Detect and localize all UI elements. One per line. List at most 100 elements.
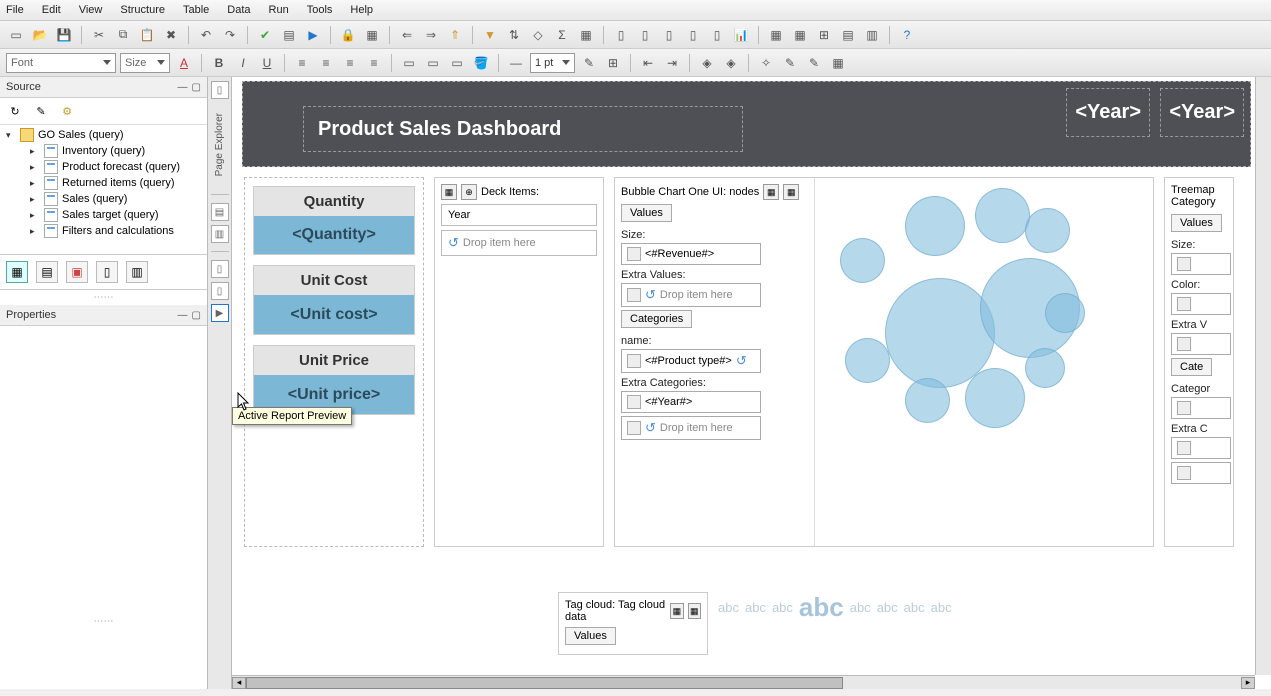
size-field[interactable]: <#Revenue#> <box>621 243 761 265</box>
menu-data[interactable]: Data <box>227 4 250 16</box>
treemap-size-field[interactable] <box>1171 253 1231 275</box>
aggregate-icon[interactable]: Σ <box>552 25 572 45</box>
header4-icon[interactable]: ▯ <box>683 25 703 45</box>
menu-help[interactable]: Help <box>350 4 373 16</box>
bubble-node[interactable] <box>1025 208 1070 253</box>
back-icon[interactable]: ⇐ <box>397 25 417 45</box>
tool1-icon[interactable]: ✧ <box>756 53 776 73</box>
menu-tools[interactable]: Tools <box>307 4 333 16</box>
style2-icon[interactable]: ◈ <box>721 53 741 73</box>
year-placeholder-2[interactable]: <Year> <box>1160 88 1244 137</box>
help-icon[interactable]: ? <box>897 25 917 45</box>
link-icon[interactable]: ⚙ <box>58 102 76 120</box>
mode4-icon[interactable]: ▯ <box>96 261 118 283</box>
tagcloud-values-tab[interactable]: Values <box>565 627 616 645</box>
fill-icon[interactable]: 🪣 <box>471 53 491 73</box>
font-combo[interactable]: Font <box>6 53 116 73</box>
tagcloud-icon-1[interactable]: ▦ <box>670 603 683 619</box>
refresh-icon[interactable]: ↻ <box>6 102 24 120</box>
bubble-node[interactable] <box>905 196 965 256</box>
exp-icon-3[interactable]: ▯ <box>211 260 229 278</box>
minimize-icon[interactable]: — <box>178 82 188 93</box>
edit-src-icon[interactable]: ✎ <box>32 102 50 120</box>
vertical-scrollbar[interactable] <box>1255 77 1271 675</box>
bubble-node[interactable] <box>975 188 1030 243</box>
new-icon[interactable]: ▭ <box>6 25 26 45</box>
tree-item-filters[interactable]: ▸ Filters and calculations <box>2 223 205 239</box>
bubble-node[interactable] <box>1045 293 1085 333</box>
exp-preview-icon[interactable]: ▶ <box>211 304 229 322</box>
ins2-icon[interactable]: ▥ <box>862 25 882 45</box>
values-tab[interactable]: Values <box>621 204 672 222</box>
mode3-icon[interactable]: ▣ <box>66 261 88 283</box>
year-placeholder-1[interactable]: <Year> <box>1066 88 1150 137</box>
tagcloud-config[interactable]: Tag cloud: Tag cloud data ▦ ▦ Values <box>558 592 708 655</box>
extra-cat-dropzone[interactable]: ↺ Drop item here <box>621 416 761 440</box>
minimize-icon[interactable]: — <box>178 310 188 321</box>
menu-table[interactable]: Table <box>183 4 209 16</box>
deck-dropzone[interactable]: ↺ Drop item here <box>441 230 597 256</box>
properties-icon[interactable]: ▦ <box>362 25 382 45</box>
bubble-node[interactable] <box>965 368 1025 428</box>
splitter-handle-2[interactable]: ⋯⋯ <box>0 614 207 629</box>
treemap-cat-tab[interactable]: Cate <box>1171 358 1212 376</box>
treemap-color-field[interactable] <box>1171 293 1231 315</box>
indent-dec-icon[interactable]: ⇤ <box>638 53 658 73</box>
mode5-icon[interactable]: ▥ <box>126 261 148 283</box>
tool4-icon[interactable]: ▦ <box>828 53 848 73</box>
align-left-icon[interactable]: ≡ <box>292 53 312 73</box>
exp-icon-4[interactable]: ▯ <box>211 282 229 300</box>
tree-item-returned[interactable]: ▸ Returned items (query) <box>2 175 205 191</box>
sort-icon[interactable]: ⇅ <box>504 25 524 45</box>
scroll-left-icon[interactable]: ◂ <box>232 677 246 689</box>
treemap-values-tab[interactable]: Values <box>1171 214 1222 232</box>
menu-run[interactable]: Run <box>269 4 289 16</box>
mode2-icon[interactable]: ▤ <box>36 261 58 283</box>
save-icon[interactable]: 💾 <box>54 25 74 45</box>
grid-icon[interactable]: ⊞ <box>814 25 834 45</box>
extra-values-dropzone[interactable]: ↺ Drop item here <box>621 283 761 307</box>
header5-icon[interactable]: ▯ <box>707 25 727 45</box>
bubble-chart-panel[interactable]: Bubble Chart One UI: nodes ▦ ▦ Values Si… <box>614 177 1154 547</box>
cfg-icon-2[interactable]: ▦ <box>783 184 799 200</box>
line-style-icon[interactable]: — <box>506 53 526 73</box>
page-header-band[interactable]: Product Sales Dashboard <Year> <Year> <box>242 81 1251 167</box>
scroll-track[interactable] <box>246 677 1241 689</box>
delete-icon[interactable]: ✖ <box>161 25 181 45</box>
size-combo[interactable]: Size <box>120 53 170 73</box>
bubble-chart-viz[interactable] <box>815 178 1153 546</box>
open-icon[interactable]: 📂 <box>30 25 50 45</box>
title-cell[interactable]: Product Sales Dashboard <box>303 106 743 152</box>
horizontal-scrollbar[interactable]: ◂ ▸ <box>232 675 1255 689</box>
cell-border-icon[interactable]: ⊞ <box>603 53 623 73</box>
mode1-icon[interactable]: ▦ <box>6 261 28 283</box>
header3-icon[interactable]: ▯ <box>659 25 679 45</box>
page-icon[interactable]: ▯ <box>211 81 229 99</box>
copy-icon[interactable]: ⧉ <box>113 25 133 45</box>
name-field[interactable]: <#Product type#> ↺ <box>621 349 761 373</box>
exp-icon-1[interactable]: ▤ <box>211 203 229 221</box>
tree-item-sales[interactable]: ▸ Sales (query) <box>2 191 205 207</box>
lock-icon[interactable]: 🔒 <box>338 25 358 45</box>
align-right-icon[interactable]: ≡ <box>340 53 360 73</box>
up-icon[interactable]: ⇑ <box>445 25 465 45</box>
tagcloud-icon-2[interactable]: ▦ <box>688 603 701 619</box>
border3-icon[interactable]: ▭ <box>447 53 467 73</box>
splitter-handle[interactable]: ⋯⋯ <box>0 290 207 305</box>
extra-cat-field[interactable]: <#Year#> <box>621 391 761 413</box>
maximize-icon[interactable]: ▢ <box>192 82 201 93</box>
deck-field[interactable]: Year <box>441 204 597 226</box>
menu-view[interactable]: View <box>79 4 103 16</box>
undo-icon[interactable]: ↶ <box>196 25 216 45</box>
tool2-icon[interactable]: ✎ <box>780 53 800 73</box>
align-justify-icon[interactable]: ≡ <box>364 53 384 73</box>
kpi-quantity[interactable]: Quantity <Quantity> <box>253 186 415 255</box>
tree-item-target[interactable]: ▸ Sales target (query) <box>2 207 205 223</box>
report-canvas[interactable]: Product Sales Dashboard <Year> <Year> Qu… <box>238 77 1255 675</box>
tagcloud-viz[interactable]: abc abc abc abc abc abc abc abc <box>718 592 1235 623</box>
kpi-unitcost[interactable]: Unit Cost <Unit cost> <box>253 265 415 335</box>
run-icon[interactable]: ▶ <box>303 25 323 45</box>
kpi-panel[interactable]: Quantity <Quantity> Unit Cost <Unit cost… <box>244 177 424 547</box>
deck-opt-icon[interactable]: ⊕ <box>461 184 477 200</box>
treemap-ec-field[interactable] <box>1171 437 1231 459</box>
